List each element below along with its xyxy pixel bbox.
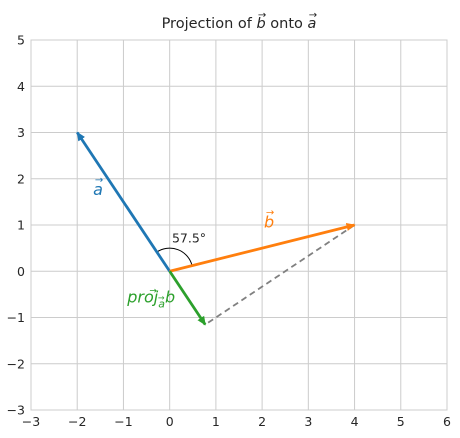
y-tick-label: 0 bbox=[17, 264, 25, 279]
y-tick-label: 3 bbox=[17, 125, 25, 140]
x-tick-label: 5 bbox=[397, 414, 405, 429]
y-tick-labels: −3 −2 −1 0 1 2 3 4 5 bbox=[7, 33, 25, 418]
vector-a bbox=[76, 131, 171, 273]
vector-labels: a→b→projab→→ bbox=[93, 175, 274, 311]
x-tick-label: 0 bbox=[166, 414, 174, 429]
vector-arrow-mark: → bbox=[158, 294, 165, 303]
angle-label: 57.5° bbox=[172, 231, 206, 246]
x-tick-label: 4 bbox=[351, 414, 359, 429]
y-tick-label: −1 bbox=[7, 310, 25, 325]
x-tick-label: −1 bbox=[114, 414, 132, 429]
y-tick-label: −3 bbox=[7, 403, 25, 418]
y-tick-label: 2 bbox=[17, 171, 25, 186]
vector-label-b: b bbox=[264, 212, 274, 231]
x-tick-labels: −3 −2 −1 0 1 2 3 4 5 6 bbox=[22, 414, 451, 429]
vector-arrow-mark: → bbox=[149, 287, 157, 297]
chart-title-text: Projection of b onto a bbox=[162, 16, 317, 32]
x-tick-label: 2 bbox=[258, 414, 266, 429]
x-tick-label: 1 bbox=[212, 414, 220, 429]
vector-label-a: a bbox=[93, 180, 103, 199]
vector-arrow-mark: → bbox=[266, 207, 274, 218]
vector-arrow-mark: → bbox=[95, 175, 103, 186]
x-tick-label: 3 bbox=[304, 414, 312, 429]
y-tick-label: 5 bbox=[17, 33, 25, 48]
vector-arrow-mark: → bbox=[309, 10, 317, 21]
x-tick-label: −2 bbox=[68, 414, 86, 429]
x-tick-label: 6 bbox=[443, 414, 451, 429]
grid bbox=[30, 39, 448, 411]
y-tick-label: 1 bbox=[17, 218, 25, 233]
vector-b bbox=[169, 223, 356, 273]
perpendicular-dashed-line bbox=[204, 224, 356, 326]
chart-title: Projection of b onto a→ → bbox=[162, 10, 318, 32]
vector-proj-a-b bbox=[168, 270, 207, 326]
plot-frame bbox=[30, 39, 448, 411]
projection-label: projab bbox=[126, 288, 175, 311]
vector-arrow-mark: → bbox=[258, 10, 266, 21]
y-tick-label: −2 bbox=[7, 356, 25, 371]
vectors: 57.5° bbox=[76, 131, 356, 326]
x-tick-label: −3 bbox=[22, 414, 40, 429]
angle-arc bbox=[156, 247, 193, 266]
y-tick-label: 4 bbox=[17, 79, 25, 94]
